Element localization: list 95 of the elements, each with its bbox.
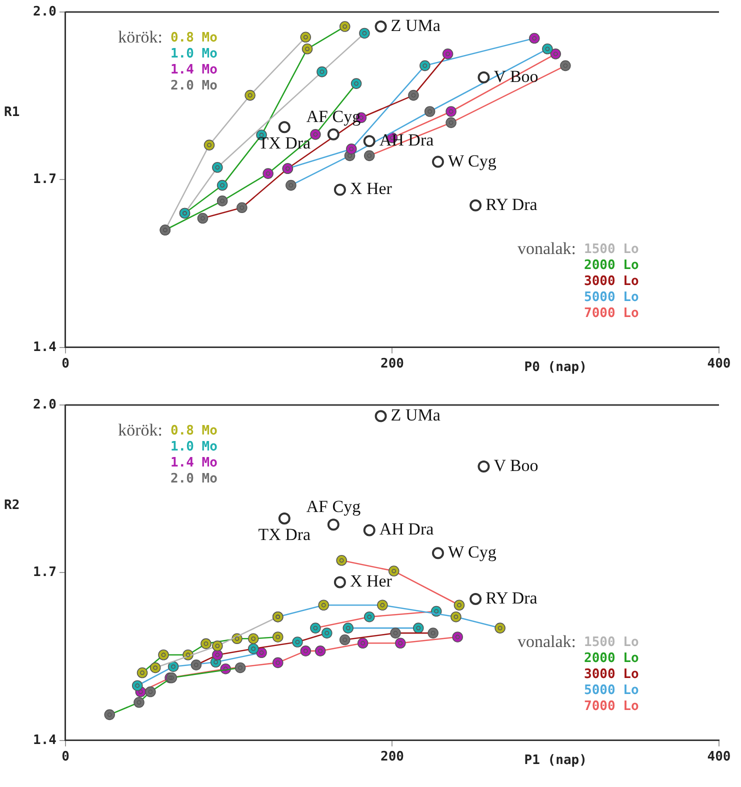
point	[248, 633, 259, 644]
legend-title: körök:	[118, 420, 162, 440]
point	[432, 547, 444, 560]
annotation: 1.4 Mo	[170, 62, 218, 78]
point	[452, 632, 463, 642]
annotation: Z UMa	[390, 16, 441, 36]
point	[272, 657, 284, 668]
annotation: W Cyg	[448, 151, 497, 170]
annotation: 1.4 Mo	[170, 455, 218, 470]
point	[428, 628, 438, 638]
y-tick-label: 1.7	[32, 172, 56, 188]
text: 3000 Lo	[584, 666, 639, 682]
annotation: RY Dra	[486, 588, 538, 608]
point	[334, 184, 346, 196]
text: 2000 Lo	[584, 650, 639, 666]
x-tick-label: 200	[380, 356, 404, 372]
point	[278, 121, 290, 134]
annotation: 2.0 Mo	[170, 471, 218, 486]
point	[212, 640, 223, 652]
y-tick-label: 1.4	[32, 340, 57, 355]
annotation: RY Dra	[486, 194, 538, 214]
annotation: 1.0 Mo	[170, 439, 218, 454]
point	[374, 410, 387, 422]
point	[272, 632, 284, 642]
x-axis-title: P1 (nap)	[524, 752, 587, 768]
point	[197, 212, 208, 224]
point	[216, 180, 228, 191]
annotation: W Cyg	[448, 542, 497, 562]
point	[478, 71, 490, 84]
text: 7000 Lo	[584, 306, 639, 321]
text: 5000 Lo	[584, 290, 639, 305]
annotation: V Boo	[494, 456, 538, 475]
point	[350, 78, 362, 89]
annotation: Z UMa	[390, 406, 441, 425]
point	[390, 628, 401, 638]
point	[342, 622, 354, 634]
point	[363, 135, 376, 148]
text: 2000 Lo	[584, 258, 639, 273]
annotation: 1.0 Mo	[170, 46, 218, 62]
x-tick-label: 400	[707, 750, 731, 765]
point	[300, 646, 312, 656]
x-tick-label: 200	[380, 750, 404, 765]
y-axis-title: R1	[4, 104, 20, 120]
annotation: AH Dra	[379, 520, 434, 539]
point	[190, 660, 202, 670]
legend-title: körök:	[118, 27, 162, 46]
y-axis-title: R2	[4, 498, 20, 513]
y-tick-label: 2.0	[32, 397, 57, 412]
point	[300, 32, 312, 43]
annotation: TX Dra	[258, 524, 312, 544]
x-tick-label: 0	[62, 356, 70, 372]
y-tick-label: 1.4	[32, 732, 57, 748]
point	[278, 512, 290, 524]
annotation: vonalak:	[517, 632, 576, 651]
annotation: 0.8 Mo	[170, 423, 218, 438]
point	[200, 638, 212, 650]
point	[363, 524, 376, 536]
point	[236, 202, 248, 214]
point	[132, 680, 143, 692]
point	[412, 622, 424, 634]
y-tick-label: 2.0	[32, 4, 57, 20]
point	[136, 667, 148, 678]
point	[432, 156, 444, 168]
annotation: X Her	[350, 179, 392, 198]
point	[158, 649, 169, 660]
text: 1500 Lo	[584, 242, 639, 257]
x-axis-title: P0 (nap)	[524, 360, 587, 375]
annotation: vonalak:	[517, 238, 576, 258]
point	[339, 634, 350, 646]
annotation: 2.0 Mo	[170, 78, 218, 94]
text: 3000 Lo	[584, 274, 639, 289]
point	[204, 140, 215, 150]
annotation: AF Cyg	[306, 497, 362, 516]
text: 1500 Lo	[584, 634, 639, 650]
point	[478, 460, 490, 472]
annotation: 0.8 Mo	[170, 30, 218, 46]
point	[374, 20, 387, 33]
point	[150, 662, 161, 674]
point	[470, 199, 482, 212]
text: 5000 Lo	[584, 682, 639, 698]
point	[470, 592, 482, 605]
point	[314, 646, 326, 656]
point	[408, 90, 419, 101]
point	[395, 638, 406, 649]
annotation: X Her	[350, 572, 392, 591]
x-tick-label: 400	[707, 356, 731, 372]
y-tick-label: 1.7	[32, 565, 56, 580]
point	[327, 518, 340, 531]
point	[168, 661, 179, 672]
text: 7000 Lo	[584, 698, 639, 714]
point	[357, 638, 368, 649]
x-tick-label: 0	[62, 750, 70, 765]
point	[334, 576, 346, 588]
point	[327, 128, 340, 140]
point	[244, 90, 256, 101]
